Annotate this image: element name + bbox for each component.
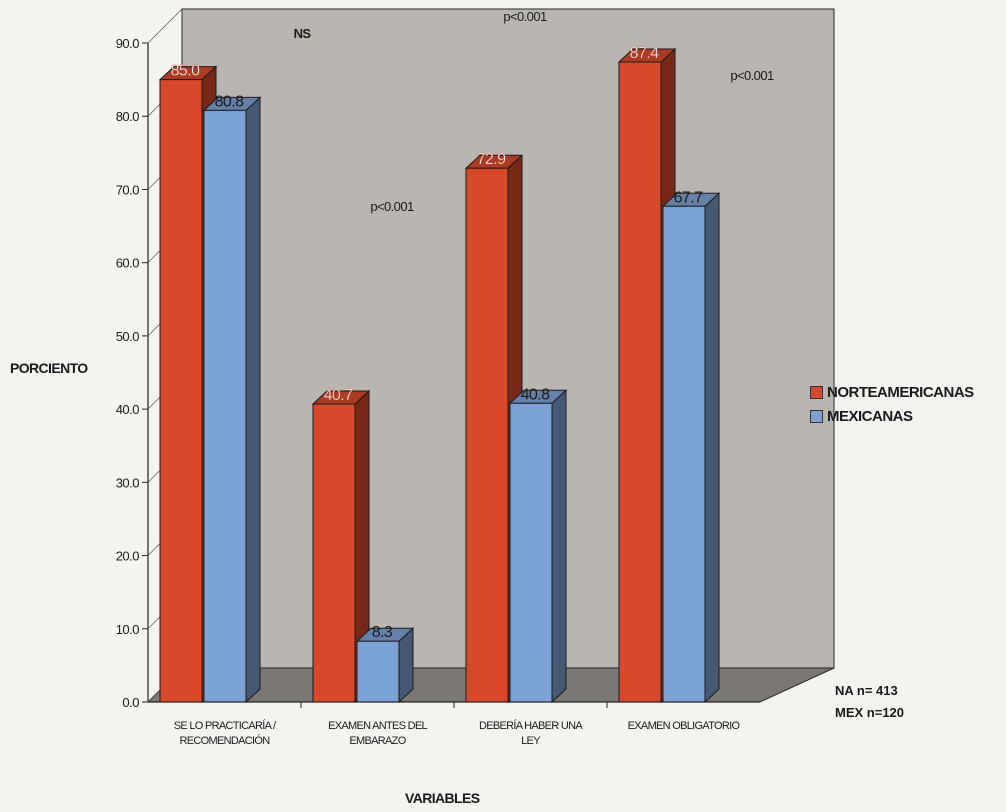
bar-side bbox=[704, 192, 720, 704]
bar-value-label: 8.3 bbox=[372, 624, 393, 641]
y-tick-label: 10.0 bbox=[116, 622, 140, 637]
bar-value-label: 80.8 bbox=[215, 93, 244, 110]
bar-mexicanas-3 bbox=[509, 402, 553, 703]
y-tick-label: 60.0 bbox=[116, 256, 140, 271]
y-tick-label: 80.0 bbox=[116, 109, 140, 124]
bar-mexicanas-4 bbox=[662, 205, 706, 703]
x-tick-label: RECOMENDACIÓN bbox=[180, 734, 271, 747]
y-axis-label: PORCIENTO bbox=[10, 360, 88, 376]
legend-label-mexicanas: MEXICANAS bbox=[827, 407, 913, 425]
legend-item-mexicanas: MEXICANAS bbox=[810, 404, 974, 428]
legend-swatch-norteamericanas bbox=[810, 385, 823, 399]
x-tick-label: SE LO PRACTICARÍA / bbox=[174, 719, 277, 732]
bar-mexicanas-2 bbox=[356, 640, 400, 703]
bar-mexicanas-1 bbox=[203, 109, 247, 703]
y-tick-label: 0.0 bbox=[122, 695, 139, 710]
y-tick-label: 50.0 bbox=[116, 329, 140, 344]
legend-item-norteamericanas: NORTEAMERICANAS bbox=[810, 380, 974, 404]
x-tick-label: LEY bbox=[521, 735, 541, 747]
x-axis-label: VARIABLES bbox=[405, 790, 480, 806]
bar-value-label: 40.8 bbox=[521, 386, 550, 403]
y-tick-depth bbox=[147, 8, 183, 44]
legend: NORTEAMERICANAS MEXICANAS bbox=[810, 380, 974, 428]
bar-side bbox=[245, 96, 261, 704]
y-tick-label: 90.0 bbox=[116, 36, 140, 51]
bar-value-label: 87.4 bbox=[630, 45, 659, 62]
sample-size-mex: MEX n=120 bbox=[835, 705, 905, 720]
bar-value-label: 40.7 bbox=[324, 387, 353, 404]
bar-norteamericanas-4 bbox=[618, 61, 662, 703]
bar-norteamericanas-1 bbox=[159, 79, 203, 703]
bar-side bbox=[551, 389, 567, 704]
legend-label-norteamericanas: NORTEAMERICANAS bbox=[827, 383, 974, 401]
x-tick-label: DEBERÍA HABER UNA bbox=[479, 719, 583, 732]
y-tick-label: 40.0 bbox=[116, 402, 140, 417]
bar-value-label: 72.9 bbox=[477, 151, 506, 168]
x-tick-label: EXAMEN ANTES DEL bbox=[328, 720, 427, 732]
significance-annotation: p<0.001 bbox=[370, 199, 414, 214]
y-tick-label: 70.0 bbox=[116, 182, 140, 197]
y-tick-label: 30.0 bbox=[116, 475, 140, 490]
legend-swatch-mexicanas bbox=[810, 409, 823, 423]
significance-annotation: p<0.001 bbox=[503, 9, 547, 24]
sample-size-na: NA n= 413 bbox=[835, 683, 898, 698]
significance-annotation: NS bbox=[294, 26, 312, 41]
bar-norteamericanas-2 bbox=[312, 403, 356, 703]
x-tick-label: EXAMEN OBLIGATORIO bbox=[628, 720, 741, 732]
significance-annotation: p<0.001 bbox=[730, 68, 774, 83]
bar-norteamericanas-3 bbox=[465, 167, 509, 703]
x-tick-label: EMBARAZO bbox=[349, 735, 406, 747]
bar-value-label: 85.0 bbox=[171, 63, 200, 80]
y-tick-label: 20.0 bbox=[116, 549, 140, 564]
bar-value-label: 67.7 bbox=[674, 189, 703, 206]
